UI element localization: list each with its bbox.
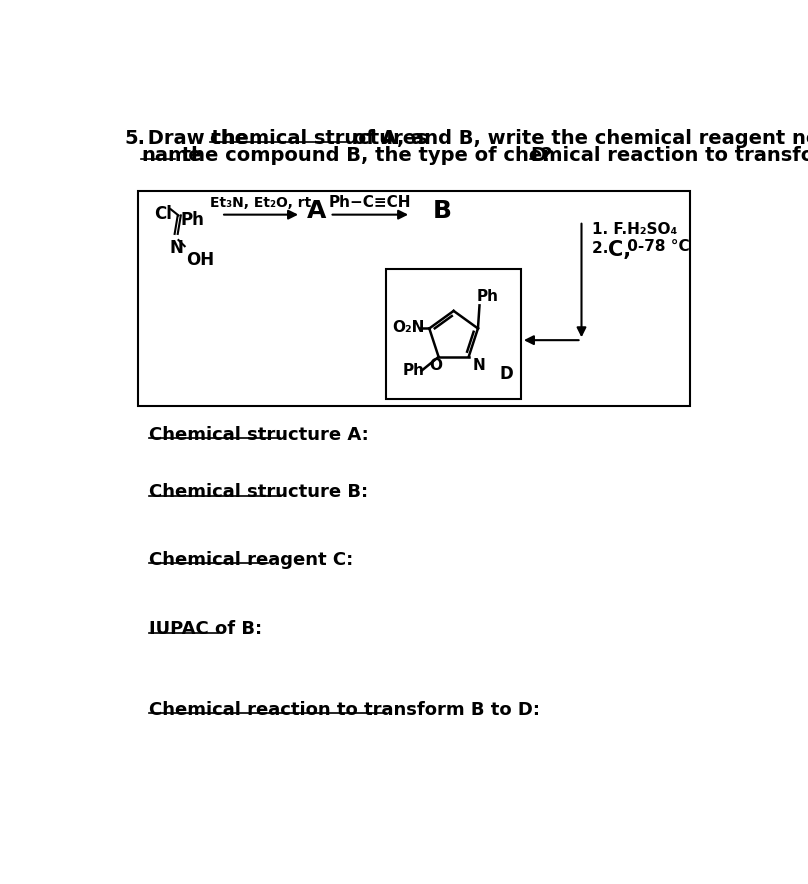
Text: Chemical reagent C:: Chemical reagent C: bbox=[149, 551, 353, 569]
Bar bbox=[386, 270, 521, 399]
Text: Ph: Ph bbox=[180, 210, 204, 229]
Text: of A, and B, write the chemical reagent needed C,: of A, and B, write the chemical reagent … bbox=[346, 129, 808, 149]
Text: 2.: 2. bbox=[592, 240, 614, 255]
Text: A: A bbox=[307, 199, 326, 223]
Text: the compound B, the type of chemical reaction to transform D to: the compound B, the type of chemical rea… bbox=[175, 146, 808, 165]
Text: C,: C, bbox=[608, 240, 631, 260]
Text: N: N bbox=[169, 239, 183, 256]
Text: Ph: Ph bbox=[403, 363, 425, 378]
Text: Ph: Ph bbox=[477, 289, 499, 304]
Text: Ph−C≡CH: Ph−C≡CH bbox=[329, 195, 411, 210]
Text: OH: OH bbox=[187, 251, 214, 269]
Text: 1. F.H₂SO₄: 1. F.H₂SO₄ bbox=[592, 223, 678, 237]
Text: name: name bbox=[141, 146, 202, 165]
Text: Et₃N, Et₂O, rt: Et₃N, Et₂O, rt bbox=[210, 196, 312, 210]
Text: O₂N: O₂N bbox=[393, 320, 425, 335]
Text: ?: ? bbox=[541, 146, 552, 165]
Text: Chemical reaction to transform B to D:: Chemical reaction to transform B to D: bbox=[149, 700, 540, 719]
Text: Chemical structure A:: Chemical structure A: bbox=[149, 425, 368, 444]
Text: Chemical structure B:: Chemical structure B: bbox=[149, 484, 368, 501]
Text: O: O bbox=[429, 358, 442, 373]
Text: 5.: 5. bbox=[124, 129, 145, 149]
Text: D: D bbox=[499, 365, 513, 384]
Text: B: B bbox=[433, 199, 452, 223]
Text: Draw the: Draw the bbox=[141, 129, 255, 149]
Text: N: N bbox=[473, 358, 486, 373]
Bar bbox=[138, 191, 690, 407]
Text: Cl: Cl bbox=[154, 205, 171, 224]
Text: D: D bbox=[530, 146, 546, 165]
Text: 0-78 °C: 0-78 °C bbox=[622, 240, 689, 255]
Text: IUPAC of B:: IUPAC of B: bbox=[149, 621, 262, 638]
Text: chemical structures: chemical structures bbox=[209, 129, 427, 149]
